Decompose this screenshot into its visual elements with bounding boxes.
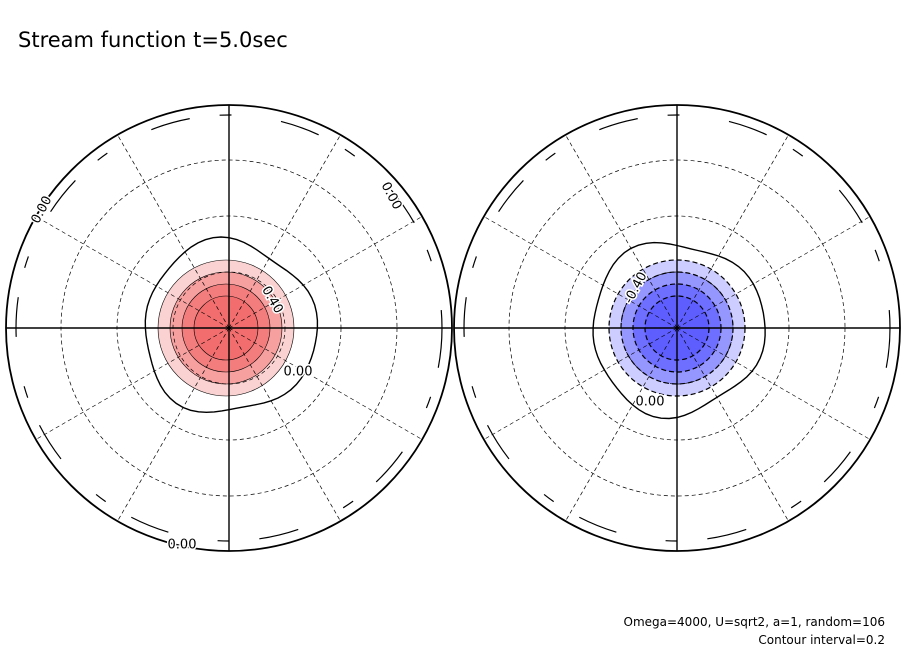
meridian — [228, 327, 423, 440]
panel: 0.400.000.000.000.00 — [5, 104, 453, 554]
meridian — [565, 327, 678, 522]
meridian — [676, 327, 789, 522]
rim-contour — [463, 114, 891, 542]
meridian — [483, 327, 678, 440]
meridian — [117, 134, 230, 329]
meridian — [483, 216, 678, 329]
meridian — [228, 216, 423, 329]
boundary — [453, 104, 901, 552]
meridian — [35, 216, 230, 329]
meridian — [676, 134, 789, 329]
meridian — [228, 327, 341, 522]
boundary — [5, 104, 453, 552]
meridian — [676, 216, 871, 329]
meridian — [565, 134, 678, 329]
annotation: Contour interval=0.2 — [758, 633, 885, 647]
contour-label: 0.00 — [168, 538, 197, 553]
contour-label: 0.00 — [284, 365, 313, 380]
meridian — [35, 327, 230, 440]
meridian — [228, 134, 341, 329]
meridian — [676, 327, 871, 440]
meridian — [117, 327, 230, 522]
chart-title: Stream function t=5.0sec — [18, 28, 288, 52]
rim-contour — [15, 114, 443, 542]
annotation: Omega=4000, U=sqrt2, a=1, random=106 — [624, 615, 886, 629]
panel: -0.400.00 — [453, 104, 901, 552]
contour-label: 0.00 — [636, 395, 665, 410]
